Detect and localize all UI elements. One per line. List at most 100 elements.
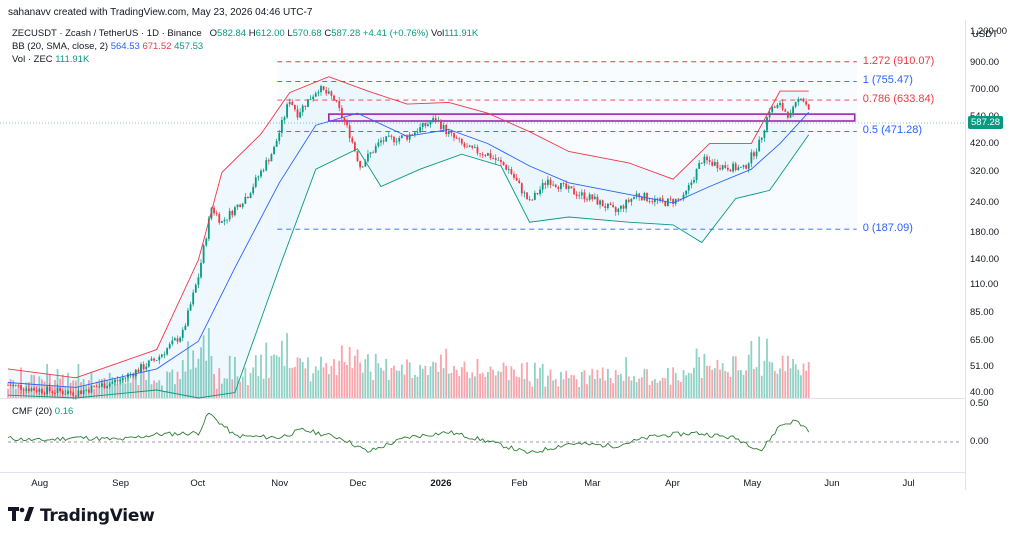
bb-legend[interactable]: BB (20, SMA, close, 2) 564.53 671.52 457…: [12, 41, 203, 52]
candle-body: [207, 218, 210, 239]
candle-body: [283, 117, 286, 121]
cmf-legend[interactable]: CMF (20) 0.16: [12, 406, 73, 417]
volume-bar: [604, 380, 607, 398]
candle-body: [286, 104, 288, 118]
candle-body: [400, 135, 403, 139]
candle-body: [87, 389, 90, 393]
change-value: +4.41 (+0.76%): [362, 28, 429, 39]
candle-body: [254, 177, 257, 187]
candle-body: [635, 193, 638, 197]
price-tick-label: 1,200.00: [970, 26, 1007, 38]
time-tick-label: Dec: [349, 478, 367, 489]
volume-bar: [124, 383, 127, 398]
volume-bar: [291, 367, 294, 398]
credit-line: sahanavv created with TradingView.com, M…: [8, 7, 313, 18]
volume-bar: [719, 369, 721, 398]
candle-body: [648, 201, 651, 202]
volume-bar: [432, 361, 435, 398]
volume-bar: [270, 355, 273, 398]
volume-bar: [695, 348, 698, 398]
volume-bar: [223, 378, 226, 398]
volume-bar: [734, 356, 737, 398]
candle-body: [606, 203, 609, 209]
candle-body: [398, 138, 401, 142]
volume-bar: [518, 377, 521, 398]
candle-body: [46, 386, 49, 395]
volume-bar: [580, 372, 583, 398]
bb-upper-line: [7, 76, 809, 379]
volume-bar: [672, 367, 674, 398]
candle-body: [260, 170, 262, 177]
high-label: H: [248, 28, 256, 39]
candle-body: [536, 192, 539, 195]
time-tick-label: Nov: [271, 478, 289, 489]
candle-body: [121, 378, 124, 381]
volume-bar: [187, 341, 189, 398]
volume-bar: [601, 367, 604, 398]
volume-bar: [799, 375, 802, 398]
tradingview-logo[interactable]: TradingView: [8, 506, 155, 526]
volume-bar: [807, 361, 810, 398]
currency-label[interactable]: USDT: [972, 29, 998, 40]
candle-body: [247, 196, 249, 198]
volume-bar: [317, 370, 320, 398]
candle-body: [160, 354, 163, 357]
open-label: O: [209, 28, 218, 39]
time-tick-label: Mar: [584, 478, 601, 489]
candle-body: [732, 163, 734, 172]
volume-bar: [567, 378, 570, 398]
volume-bar: [174, 384, 176, 398]
volume-bar: [729, 376, 732, 398]
candle-body: [25, 388, 28, 391]
volume-bar: [640, 377, 643, 398]
candle-body: [708, 160, 711, 162]
candle-body: [361, 166, 364, 168]
candle-body: [82, 390, 85, 394]
volume-bar: [434, 362, 437, 398]
fib-retracement[interactable]: [277, 61, 857, 230]
volume-bar: [614, 370, 617, 398]
volume-bar: [210, 355, 213, 398]
volume-bar: [100, 379, 103, 398]
volume-bar: [617, 374, 620, 398]
volume-bar: [419, 365, 421, 398]
candle-body: [729, 169, 732, 172]
candle-body: [98, 386, 101, 388]
candle-body: [213, 207, 215, 214]
candle-body: [541, 183, 544, 190]
candle-body: [7, 384, 9, 386]
symbol-legend[interactable]: ZECUSDT · Zcash / TetherUS · 1D · Binanc…: [12, 28, 478, 39]
volume-bar: [507, 380, 510, 398]
candle-body: [750, 152, 753, 164]
candle-body: [416, 132, 419, 134]
volume-bar: [502, 362, 505, 398]
volume-legend[interactable]: Vol · ZEC 111.91K: [12, 54, 89, 65]
volume-bar: [562, 379, 565, 398]
candle-body: [659, 198, 661, 200]
fib-level-label: 0.786 (633.84): [862, 93, 935, 106]
volume-bar: [677, 380, 680, 398]
volume-bar: [377, 363, 380, 398]
price-tick-label: 240.00: [970, 196, 1000, 208]
candle-body: [48, 386, 51, 392]
candle-body: [466, 146, 468, 148]
candle-body: [95, 386, 98, 388]
candle-body: [223, 219, 226, 222]
resistance-zone[interactable]: [328, 113, 856, 122]
volume-bar: [372, 380, 375, 398]
volume-bar: [682, 370, 685, 398]
volume-bar: [622, 380, 625, 398]
volume-bar: [573, 375, 575, 398]
time-tick-label: Jun: [824, 478, 840, 489]
volume-bar: [424, 365, 427, 398]
volume-bar: [437, 371, 440, 398]
volume-bar: [176, 371, 179, 398]
volume-bar: [651, 380, 654, 398]
volume-bar: [220, 383, 223, 398]
volume-bar: [367, 354, 369, 398]
volume-bar: [374, 353, 377, 398]
volume-bar: [257, 376, 260, 398]
bb-basis-line: [7, 111, 810, 388]
time-tick-label: Aug: [31, 478, 49, 489]
